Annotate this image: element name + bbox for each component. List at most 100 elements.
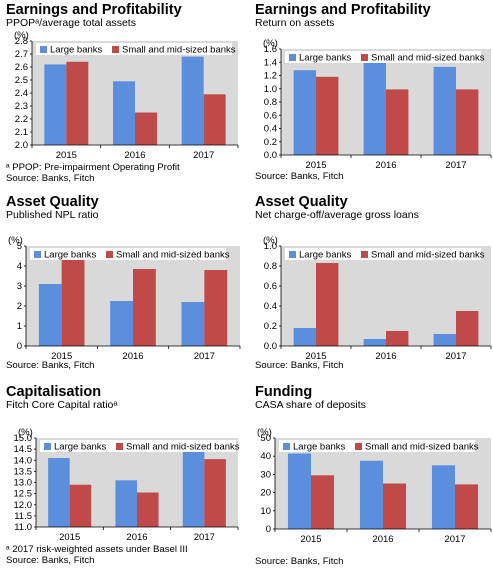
panel-title: Earnings and Profitability [6,2,182,18]
legend-swatch-large [283,443,290,450]
y-unit-label: (%) [257,427,272,438]
y-tick-label: 2.3 [15,101,28,112]
legend-background [30,248,226,260]
y-tick-label: 1.0 [264,84,277,95]
bar-large-banks [433,66,456,155]
panel-npl: Asset Quality Published NPL ratio (%) 0 1 2… [6,194,246,384]
bar-chart: (%) 0 10 20 30 40 50 2015 2016 2017 Large banks Sma… [257,427,492,545]
legend-label-small: Small and mid-sized banks [371,250,485,261]
y-tick-label: 1.4 [264,57,277,68]
y-tick-label: 13.5 [14,466,33,477]
y-tick-label: 14.5 [14,444,33,455]
x-tick-label: 2015 [51,351,72,362]
y-tick-label: 50 [260,433,271,444]
legend-background [40,440,236,452]
legend-swatch-small [361,251,368,258]
bar-small-mid-banks [316,76,339,155]
legend: Large banks Small and mid-sized banks [30,248,230,261]
legend-swatch-large [40,46,47,53]
source-note: Source: Banks, Fitch [6,173,95,184]
y-tick-label: 1 [17,321,22,332]
bar-large-banks [181,302,205,346]
bar-large-banks [181,56,204,145]
panel-ppop: Earnings and Profitability PPOPᵃ/average… [6,2,246,192]
bar-large-banks [359,460,383,529]
legend-background [36,43,232,55]
bar-chart: (%) 0.0 0.2 0.4 0.6 0.8 1.0 1.2 1.4 1.6 2015 2016 20… [263,38,492,171]
y-tick-label: 40 [260,451,271,462]
legend-swatch-large [34,251,41,258]
x-tick-label: 2017 [193,150,214,161]
x-tick-label: 2017 [194,532,215,543]
legend-swatch-large [289,251,296,258]
y-tick-label: 14.0 [14,455,33,466]
y-tick-label: 20 [260,488,271,499]
legend-background [285,248,481,260]
legend-swatch-large [289,54,296,61]
legend-label-large: Large banks [299,53,352,64]
y-tick-label: 0.0 [264,150,277,161]
x-tick-label: 2015 [59,532,80,543]
y-tick-label: 5 [17,241,22,252]
panel-capital: Capitalisation Fitch Core Capital ratioᵃ… [6,384,246,574]
y-unit-label: (%) [8,235,23,246]
legend-label-large: Large banks [54,442,107,453]
y-tick-label: 0.8 [264,261,277,272]
footnote: ᵃ PPOP: Pre-impairment Operating Profit [6,162,180,173]
y-tick-label: 2.5 [15,75,28,86]
legend-background [285,51,481,63]
bar-small-mid-banks [69,484,92,527]
legend-swatch-small [355,443,362,450]
y-tick-label: 3 [17,281,22,292]
y-tick-label: 2.2 [15,114,28,125]
bar-large-banks [433,334,456,346]
x-tick-label: 2015 [305,351,326,362]
legend: Large banks Small and mid-sized banks [40,440,240,453]
legend-label-small: Small and mid-sized banks [126,442,240,453]
bar-large-banks [113,81,135,145]
legend-swatch-small [361,54,368,61]
source-note: Source: Banks, Fitch [255,556,344,567]
y-tick-label: 30 [260,469,271,480]
bar-large-banks [431,465,455,529]
bar-small-mid-banks [204,459,226,527]
bar-small-mid-banks [61,254,85,346]
x-tick-label: 2017 [444,534,465,545]
legend: Large banks Small and mid-sized banks [285,248,485,261]
legend-swatch-small [106,251,113,258]
panel-title: Funding [255,384,313,400]
y-tick-label: 4 [17,261,22,272]
panel-subtitle: CASA share of deposits [255,399,366,411]
y-tick-label: 2.6 [15,62,28,73]
bar-small-mid-banks [203,94,226,145]
y-tick-label: 1.2 [264,71,277,82]
legend-background [279,440,475,452]
x-tick-label: 2017 [194,351,215,362]
panel-roa: Earnings and Profitability Return on ass… [255,2,493,192]
legend: Large banks Small and mid-sized banks [279,440,479,453]
y-tick-label: 0.2 [264,137,277,148]
bar-small-mid-banks [137,492,159,527]
x-tick-label: 2016 [372,534,393,545]
legend: Large banks Small and mid-sized banks [36,43,236,56]
bar-small-mid-banks [135,112,157,145]
panel-title: Asset Quality [6,194,99,210]
source-note: Source: Banks, Fitch [255,360,344,371]
legend-swatch-small [116,443,123,450]
legend-swatch-large [44,443,51,450]
y-tick-label: 2.7 [15,49,28,60]
y-tick-label: 2.0 [15,140,28,151]
y-tick-label: 13.0 [14,478,33,489]
y-tick-label: 1.6 [264,44,277,55]
bar-large-banks [363,339,386,346]
y-tick-label: 2.1 [15,127,28,138]
x-tick-label: 2015 [300,534,321,545]
panel-funding: Funding CASA share of deposits (%) 0 10 20 3… [255,384,493,574]
bar-large-banks [363,62,386,155]
y-tick-label: 0.0 [264,341,277,352]
bar-large-banks [38,284,62,346]
legend-label-large: Large banks [44,250,97,261]
y-tick-label: 0.2 [264,321,277,332]
legend-label-large: Large banks [50,45,103,56]
y-tick-label: 11.0 [14,522,32,533]
